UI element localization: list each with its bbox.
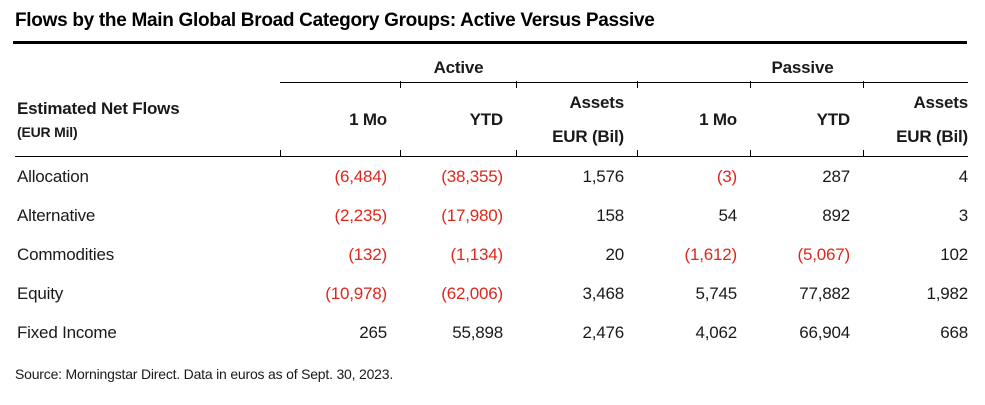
cell-commodities-passive-assets: 102 bbox=[940, 244, 968, 264]
row-label-commodities: Commodities bbox=[17, 244, 114, 264]
cell-allocation-active-1mo: (6,484) bbox=[334, 166, 388, 186]
cell-equity-active-assets: 3,468 bbox=[582, 283, 624, 303]
col-header-active-assets-line1: Assets bbox=[569, 92, 624, 112]
column-tick bbox=[516, 150, 517, 157]
cell-alternative-passive-assets: 3 bbox=[958, 205, 968, 225]
cell-equity-passive-1mo: 5,745 bbox=[695, 283, 737, 303]
cell-fixed-income-active-1mo: 265 bbox=[359, 322, 387, 342]
col-header-active-assets: Assets EUR (Bil) bbox=[516, 83, 637, 157]
cell-commodities-active-ytd: (1,134) bbox=[450, 244, 504, 264]
cell-equity-active-1mo: (10,978) bbox=[325, 283, 387, 303]
cell-alternative-active-assets: 158 bbox=[596, 205, 624, 225]
cell-commodities-passive-1mo: (1,612) bbox=[684, 244, 738, 264]
group-header-active: Active bbox=[280, 56, 637, 83]
row-label-equity: Equity bbox=[17, 283, 64, 303]
page-title: Flows by the Main Global Broad Category … bbox=[15, 10, 655, 31]
col-header-active-assets-line2: EUR (Bil) bbox=[552, 126, 624, 146]
cell-commodities-active-assets: 20 bbox=[605, 244, 624, 264]
column-tick bbox=[516, 81, 517, 88]
row-header-title: Estimated Net Flows (EUR Mil) bbox=[15, 83, 280, 157]
cell-alternative-passive-ytd: 892 bbox=[822, 205, 850, 225]
cell-allocation-active-assets: 1,576 bbox=[582, 166, 624, 186]
cell-commodities-passive-ytd: (5,067) bbox=[797, 244, 851, 264]
col-header-active-1mo: 1 Mo bbox=[280, 83, 400, 157]
cell-allocation-passive-ytd: 287 bbox=[822, 166, 850, 186]
title-rule bbox=[13, 41, 967, 44]
col-header-passive-assets-line2: EUR (Bil) bbox=[896, 126, 968, 146]
column-tick bbox=[280, 150, 281, 157]
cell-alternative-active-ytd: (17,980) bbox=[441, 205, 503, 225]
column-tick bbox=[863, 81, 864, 88]
column-tick bbox=[750, 150, 751, 157]
cell-fixed-income-active-assets: 2,476 bbox=[582, 322, 624, 342]
source-note: Source: Morningstar Direct. Data in euro… bbox=[15, 366, 394, 382]
cell-equity-active-ytd: (62,006) bbox=[441, 283, 503, 303]
cell-equity-passive-ytd: 77,882 bbox=[799, 283, 850, 303]
group-header-passive: Passive bbox=[637, 56, 968, 83]
cell-commodities-active-1mo: (132) bbox=[348, 244, 387, 264]
cell-allocation-active-ytd: (38,355) bbox=[441, 166, 503, 186]
cell-fixed-income-passive-assets: 668 bbox=[940, 322, 968, 342]
cell-allocation-passive-assets: 4 bbox=[958, 166, 968, 186]
column-tick bbox=[400, 150, 401, 157]
row-header-line2: (EUR Mil) bbox=[17, 124, 78, 140]
column-tick bbox=[750, 81, 751, 88]
group-header-spacer bbox=[15, 56, 280, 83]
cell-equity-passive-assets: 1,982 bbox=[926, 283, 968, 303]
column-tick bbox=[637, 150, 638, 157]
row-header-line1: Estimated Net Flows bbox=[17, 99, 180, 118]
row-label-allocation: Allocation bbox=[17, 166, 89, 186]
row-label-fixed-income: Fixed Income bbox=[17, 322, 117, 342]
cell-alternative-active-1mo: (2,235) bbox=[334, 205, 388, 225]
col-header-passive-assets: Assets EUR (Bil) bbox=[863, 83, 968, 157]
cell-fixed-income-active-ytd: 55,898 bbox=[452, 322, 503, 342]
col-header-active-ytd: YTD bbox=[400, 83, 516, 157]
cell-fixed-income-passive-ytd: 66,904 bbox=[799, 322, 850, 342]
col-header-passive-assets-line1: Assets bbox=[913, 92, 968, 112]
col-header-passive-1mo: 1 Mo bbox=[637, 83, 750, 157]
row-label-alternative: Alternative bbox=[17, 205, 96, 225]
column-tick bbox=[863, 150, 864, 157]
column-tick bbox=[637, 81, 638, 88]
cell-allocation-passive-1mo: (3) bbox=[716, 166, 737, 186]
flows-table: Active Passive Estimated Net Flows (EUR … bbox=[15, 56, 968, 352]
cell-alternative-passive-1mo: 54 bbox=[718, 205, 737, 225]
col-header-passive-ytd: YTD bbox=[750, 83, 863, 157]
cell-fixed-income-passive-1mo: 4,062 bbox=[695, 322, 737, 342]
column-tick bbox=[400, 81, 401, 88]
